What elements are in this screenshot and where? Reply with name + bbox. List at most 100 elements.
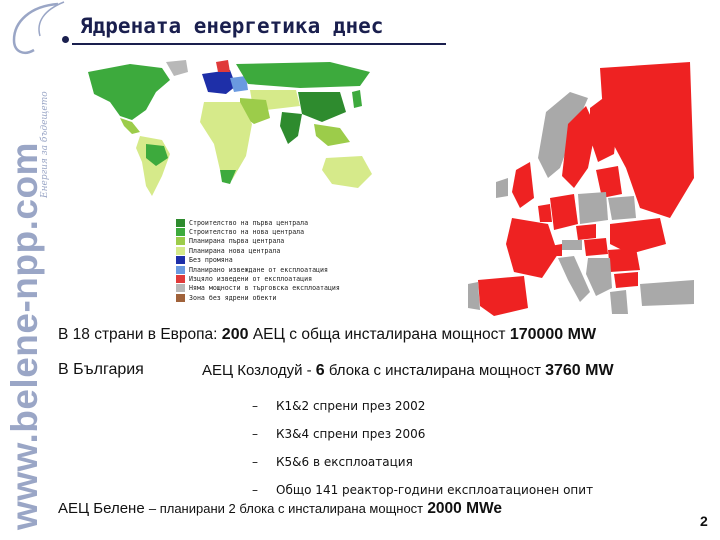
list-item-text: Общо 141 реактор-години експлоатационен … — [276, 483, 594, 497]
map-region-romania — [608, 248, 640, 272]
brand-url[interactable]: www.belene-npp.com — [4, 142, 45, 530]
legend-label: Изцяло изведени от експлоатация — [189, 275, 313, 284]
map-region-uk — [512, 162, 534, 208]
legend-row: Строителство на първа централа — [176, 218, 376, 227]
map-region-sweden — [562, 106, 596, 188]
list-item-text: К3&4 спрени през 2006 — [276, 427, 426, 441]
legend-row: Планирано извеждане от експлоатация — [176, 265, 376, 274]
map-region-russia — [236, 62, 370, 88]
brand-strip: www.belene-npp.com Енергия за бъдещето — [0, 0, 65, 540]
map-region-ireland — [496, 178, 508, 198]
list-item-text: К1&2 спрени през 2002 — [276, 399, 426, 413]
list-dash: – — [252, 427, 258, 441]
map-region-africa — [200, 102, 252, 180]
map-region-baltics — [596, 166, 622, 198]
legend-label: Строителство на нова централа — [189, 228, 305, 237]
legend-label: Планирана първа централа — [189, 237, 285, 246]
map-region-central-america — [120, 118, 140, 134]
list-dash: – — [252, 455, 258, 469]
legend-swatch — [176, 237, 185, 246]
world-nuclear-map — [70, 60, 388, 218]
title-bullet — [62, 36, 69, 43]
map-region-north-america — [88, 64, 170, 120]
europe-capacity: 170000 MW — [509, 326, 597, 343]
map-region-spain — [478, 276, 528, 316]
map-region-china — [298, 92, 346, 122]
map-region-finland — [590, 96, 618, 162]
legend-swatch — [176, 246, 185, 255]
kozloduy-plant: АЕЦ Козлодуй - — [202, 362, 312, 379]
legend-label: Строителство на първа централа — [189, 218, 309, 227]
map-region-turkey — [640, 280, 694, 306]
legend-label: Планирана нова централа — [189, 246, 281, 255]
list-item: – К3&4 спрени през 2006 — [252, 420, 593, 448]
legend-swatch — [176, 256, 185, 265]
brand-tagline: Енергия за бъдещето — [40, 91, 50, 198]
legend-label: Планирано извеждане от експлоатация — [189, 265, 328, 274]
legend-swatch — [176, 284, 185, 293]
map-region-australia — [322, 156, 372, 188]
map-region-balkans — [586, 258, 612, 296]
legend-row: Планирана първа централа — [176, 237, 376, 246]
map-region-russia — [600, 62, 694, 218]
map-region-poland — [578, 192, 608, 224]
legend-row: Няма мощности в търговска експлоатация — [176, 284, 376, 293]
kozloduy-capacity: 3760 MW — [545, 362, 614, 379]
map-region-antarctica — [70, 214, 388, 218]
kozloduy-units: 6 — [315, 362, 325, 379]
map-region-switzerland — [550, 244, 562, 256]
legend-row: Без промяна — [176, 256, 376, 265]
legend-label: Няма мощности в търговска експлоатация — [189, 284, 340, 293]
belene-plant: АЕЦ Белене — [58, 500, 145, 517]
map-region-benelux — [538, 204, 552, 222]
legend-swatch — [176, 228, 185, 237]
map-region-india — [280, 112, 302, 144]
belene-summary: АЕЦ Белене – планирани 2 блока с инстали… — [58, 500, 502, 518]
map-region-southeast-asia — [314, 124, 350, 146]
map-region-europe — [202, 70, 236, 94]
map-region-ukraine — [610, 218, 666, 254]
map-region-germany — [550, 194, 578, 230]
map-legend: Строителство на първа централа Строителс… — [176, 218, 376, 303]
map-region-japan — [352, 90, 362, 108]
kozloduy-middle: блока с инсталирана мощност — [328, 362, 541, 379]
list-item: – К5&6 в експлоатация — [252, 448, 593, 476]
belene-capacity: 2000 MWe — [427, 500, 502, 517]
legend-row: Строителство на нова централа — [176, 227, 376, 237]
kozloduy-summary: АЕЦ Козлодуй - 6 блока с инсталирана мощ… — [202, 362, 614, 380]
map-region-hungary — [584, 238, 608, 256]
europe-prefix: В 18 страни в Европа: — [58, 326, 218, 343]
map-region-czech — [576, 224, 596, 240]
legend-swatch — [176, 218, 185, 227]
map-region-france — [506, 218, 558, 278]
list-dash: – — [252, 483, 258, 497]
legend-swatch — [176, 275, 185, 284]
bulgaria-label: В България — [58, 361, 144, 378]
map-region-brazil — [146, 144, 168, 166]
europe-middle: АЕЦ с обща инсталирана мощност — [252, 326, 506, 343]
legend-row: Изцяло изведени от експлоатация — [176, 274, 376, 284]
list-item: – Общо 141 реактор-години експлоатационе… — [252, 476, 593, 504]
map-region-norway — [538, 92, 588, 178]
legend-row: Зона без ядрени обекти — [176, 293, 376, 302]
legend-label: Без промяна — [189, 256, 233, 265]
map-region-bulgaria — [614, 272, 638, 288]
map-region-greece — [610, 290, 628, 314]
legend-label: Зона без ядрени обекти — [189, 293, 277, 302]
list-item-text: К5&6 в експлоатация — [276, 455, 413, 469]
map-region-italy — [558, 256, 590, 302]
map-region-belarus — [608, 196, 636, 220]
europe-plant-count: 200 — [221, 326, 249, 343]
page-number: 2 — [700, 513, 708, 529]
title-underline — [72, 43, 446, 45]
legend-swatch — [176, 265, 185, 274]
logo-arc-icon — [12, 1, 65, 54]
kozloduy-details-list: – К1&2 спрени през 2002 – К3&4 спрени пр… — [252, 392, 593, 504]
belene-middle: – планирани 2 блока с инсталирана мощнос… — [148, 501, 424, 516]
list-item: – К1&2 спрени през 2002 — [252, 392, 593, 420]
europe-nuclear-map — [468, 62, 694, 316]
page-title: Ядрената енергетика днес — [80, 14, 384, 38]
map-region-south-africa — [220, 170, 236, 184]
legend-swatch — [176, 293, 185, 302]
europe-summary: В 18 страни в Европа: 200 АЕЦ с обща инс… — [58, 326, 596, 344]
